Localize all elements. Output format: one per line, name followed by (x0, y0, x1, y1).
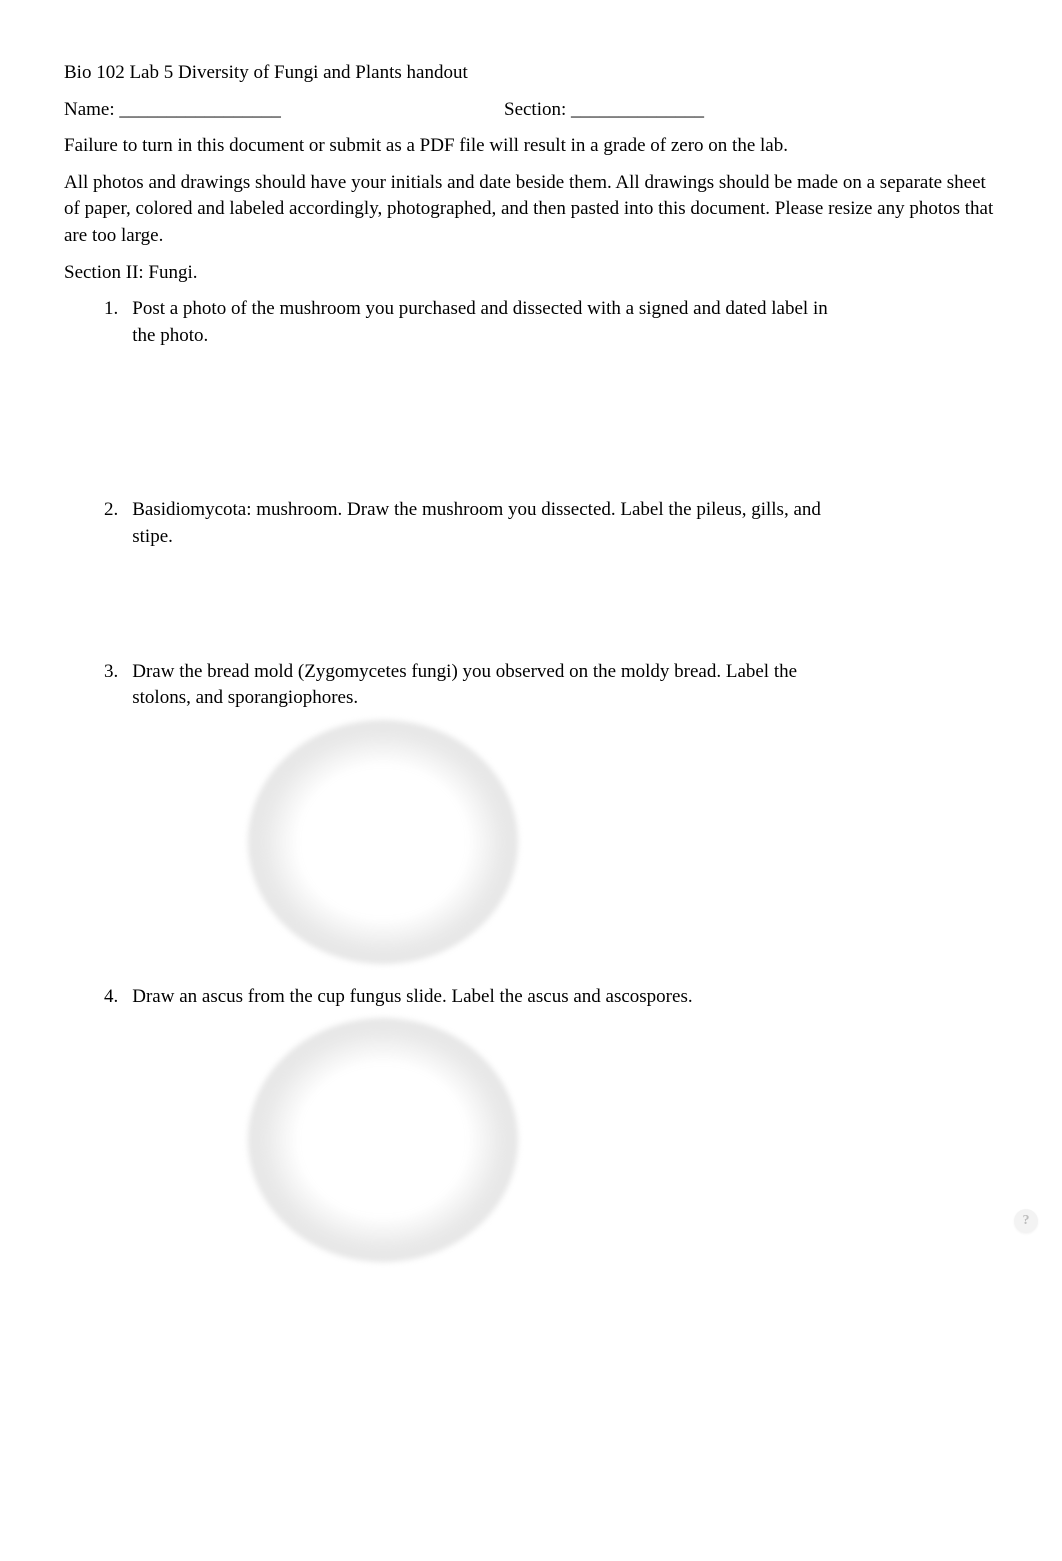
document-title: Bio 102 Lab 5 Diversity of Fungi and Pla… (64, 60, 998, 87)
warning-text: Failure to turn in this document or subm… (64, 133, 998, 160)
answer-space (104, 357, 998, 497)
answer-space (104, 559, 998, 659)
list-text: Draw the bread mold (Zygomycetes fungi) … (132, 659, 998, 712)
list-number: 3. (104, 659, 132, 712)
list-item: 2. Basidiomycota: mushroom. Draw the mus… (104, 497, 998, 550)
list-text: Draw an ascus from the cup fungus slide.… (132, 984, 998, 1011)
list-text: Post a photo of the mushroom you purchas… (132, 296, 998, 349)
blurred-circle-icon (248, 1018, 518, 1262)
list-number: 4. (104, 984, 132, 1011)
drawing-placeholder (64, 1018, 998, 1262)
question-list: 1. Post a photo of the mushroom you purc… (64, 296, 998, 712)
name-section-row: Name: _________________ Section: _______… (64, 97, 998, 124)
blurred-circle-icon (248, 720, 518, 964)
photo-instructions: All photos and drawings should have your… (64, 170, 998, 250)
name-field: Name: _________________ (64, 97, 504, 124)
section-field: Section: ______________ (504, 97, 704, 124)
question-list-continued: 4. Draw an ascus from the cup fungus sli… (64, 984, 998, 1011)
drawing-placeholder (64, 720, 998, 964)
list-item: 4. Draw an ascus from the cup fungus sli… (104, 984, 998, 1011)
list-text: Basidiomycota: mushroom. Draw the mushro… (132, 497, 998, 550)
list-item: 1. Post a photo of the mushroom you purc… (104, 296, 998, 349)
list-number: 1. (104, 296, 132, 349)
section-heading: Section II: Fungi. (64, 260, 998, 287)
list-number: 2. (104, 497, 132, 550)
list-item: 3. Draw the bread mold (Zygomycetes fung… (104, 659, 998, 712)
spacer (64, 970, 998, 984)
help-icon[interactable]: ? (1014, 1209, 1038, 1233)
